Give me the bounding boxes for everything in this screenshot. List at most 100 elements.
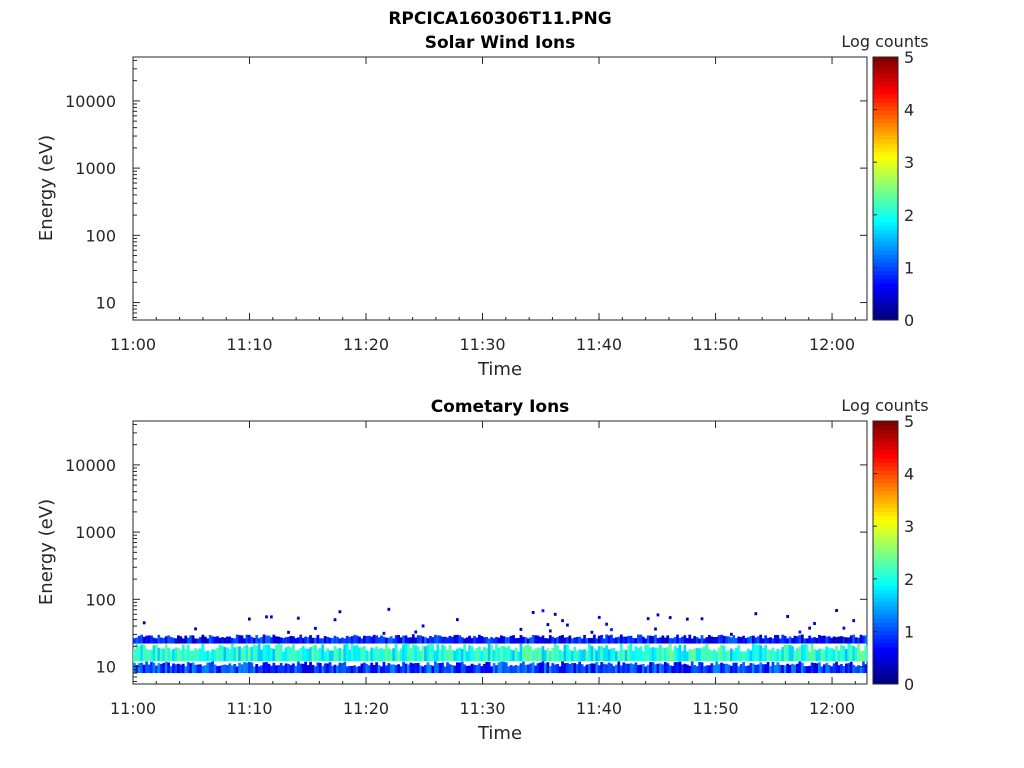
heatmap-cell: [676, 647, 679, 662]
heatmap-cell: [566, 644, 569, 662]
heatmap-cell: [370, 662, 374, 674]
heatmap-cell: [693, 636, 697, 644]
heatmap-cell: [685, 638, 689, 644]
colorbar-tick-label: 1: [904, 622, 914, 641]
heatmap-cell: [783, 644, 787, 662]
heatmap-cell: [189, 650, 193, 662]
colorbar-segment: [873, 237, 898, 243]
heatmap-cell: [446, 649, 449, 662]
heatmap-cell: [849, 635, 853, 644]
heatmap-cell: [659, 637, 662, 644]
heatmap-cell: [174, 664, 178, 674]
heatmap-cell: [245, 662, 249, 674]
heatmap-cell: [705, 644, 709, 662]
heatmap-cell: [715, 661, 719, 674]
heatmap-cell: [191, 650, 195, 662]
heatmap-cell: [453, 650, 457, 662]
heatmap-cell: [245, 634, 249, 644]
heatmap-cell: [155, 665, 158, 674]
heatmap-cell: [360, 663, 364, 674]
heatmap-cell: [367, 651, 371, 662]
heatmap-cell: [169, 666, 173, 674]
heatmap-cell: [382, 636, 386, 644]
heatmap-cell: [404, 663, 408, 674]
solar-wind-colorbar: 0 1 2 3 4 5: [872, 48, 914, 330]
heatmap-cell: [539, 637, 542, 644]
heatmap-cell: [441, 662, 445, 674]
heatmap-cell: [786, 644, 790, 662]
heatmap-cell: [233, 663, 237, 674]
heatmap-cell: [394, 635, 398, 644]
heatmap-cell: [859, 634, 863, 644]
heatmap-cell: [338, 610, 342, 614]
colorbar-segment: [873, 65, 898, 70]
colorbar-segment: [873, 421, 898, 426]
y-tick-label: 100: [85, 590, 116, 609]
heatmap-cell: [152, 637, 156, 644]
heatmap-cell: [810, 643, 814, 662]
heatmap-cell: [230, 637, 234, 644]
heatmap-cell: [294, 650, 298, 662]
heatmap-cell: [685, 617, 689, 621]
heatmap-cell: [179, 649, 183, 662]
colorbar-segment: [873, 73, 898, 79]
heatmap-cell: [458, 662, 462, 674]
heatmap-cell: [455, 634, 459, 644]
heatmap-cell: [429, 664, 432, 674]
heatmap-cell: [556, 637, 560, 644]
heatmap-cell: [566, 662, 569, 674]
heatmap-cell: [632, 638, 635, 644]
heatmap-cell: [145, 648, 148, 662]
cometary-panel: Cometary Ions 11:00 11:10 11:20 11:30 11:40 1…: [36, 396, 929, 744]
heatmap-cell: [216, 636, 219, 644]
colorbar-segment: [873, 593, 898, 599]
heatmap-cell: [676, 661, 679, 674]
heatmap-cell: [663, 661, 667, 674]
heatmap-cell: [827, 648, 831, 662]
heatmap-cell: [624, 649, 628, 662]
heatmap-cell: [605, 645, 608, 662]
heatmap-cell: [157, 647, 161, 662]
heatmap-cell: [737, 666, 741, 674]
heatmap-cell: [683, 644, 687, 662]
heatmap-cell: [372, 664, 376, 674]
heatmap-cell: [375, 662, 378, 674]
heatmap-cell: [512, 635, 515, 644]
heatmap-cell: [262, 645, 266, 662]
heatmap-cell: [159, 648, 163, 662]
heatmap-cell: [759, 645, 763, 662]
colorbar-segment: [873, 511, 898, 517]
heatmap-cell: [314, 626, 317, 630]
colorbar-segment: [873, 519, 898, 525]
heatmap-cell: [710, 650, 714, 662]
colorbar-segment: [873, 135, 898, 140]
colorbar-segment: [873, 610, 898, 615]
heatmap-cell: [255, 664, 259, 674]
heatmap-cell: [830, 637, 834, 644]
heatmap-cell: [409, 637, 413, 644]
heatmap-cell: [769, 637, 772, 644]
heatmap-cell: [345, 666, 349, 674]
heatmap-cell: [720, 634, 723, 644]
heatmap-cell: [137, 635, 141, 644]
colorbar-segment: [873, 139, 898, 144]
colorbar-segment: [873, 229, 898, 235]
colorbar-segment: [873, 470, 898, 475]
heatmap-cell: [323, 651, 327, 662]
heatmap-cell: [140, 644, 144, 662]
heatmap-cell: [206, 638, 210, 644]
heatmap-cell: [517, 651, 520, 662]
heatmap-cell: [262, 662, 266, 674]
colorbar-segment: [873, 560, 898, 566]
heatmap-cell: [703, 666, 706, 674]
heatmap-cell: [502, 661, 506, 674]
heatmap-cell: [654, 664, 657, 674]
heatmap-cell: [837, 636, 841, 644]
heatmap-cell: [854, 647, 858, 662]
heatmap-cell: [336, 665, 339, 674]
heatmap-cell: [602, 638, 606, 644]
heatmap-cell: [482, 637, 486, 644]
heatmap-cell: [473, 636, 476, 644]
heatmap-cell: [798, 646, 802, 662]
heatmap-cell: [585, 650, 589, 662]
